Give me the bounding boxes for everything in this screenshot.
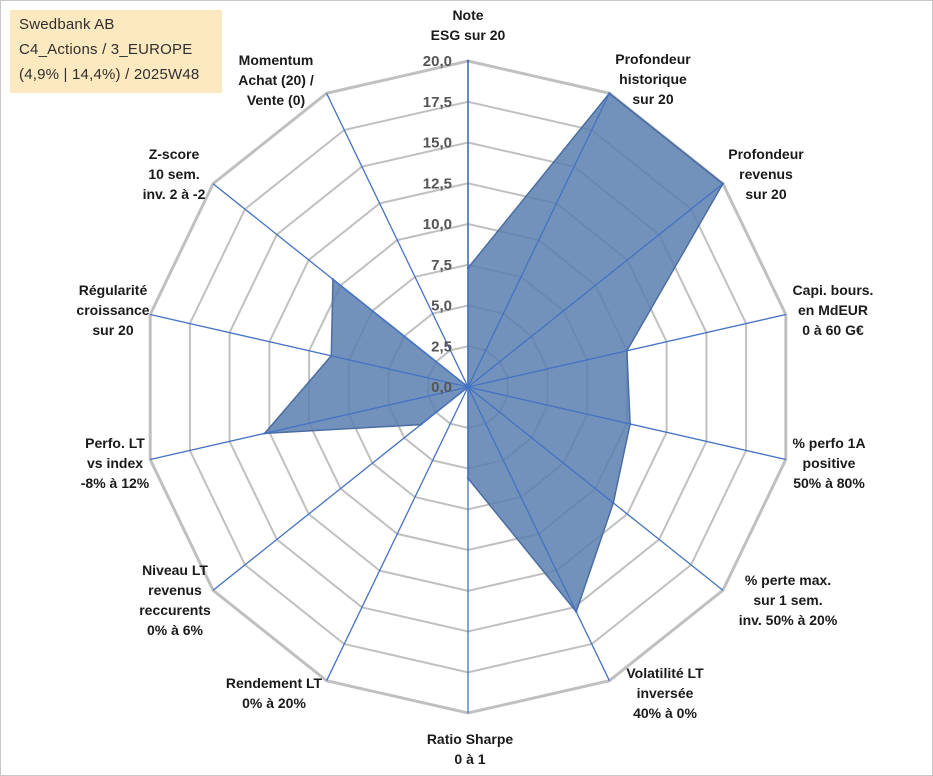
axis-label-10-line-2: -8% à 12% [81,475,150,491]
spoke-9 [212,386,469,591]
axis-label-4-line-1: positive [803,455,856,471]
axis-label-1: Profondeur historique sur 20 [615,51,691,107]
axis-label-1-line-0: Profondeur [615,51,691,67]
axis-label-3-line-1: en MdEUR [798,302,868,318]
spoke-6 [467,386,610,681]
axis-label-10-line-0: Perfo. LT [85,435,145,451]
axis-label-13-line-2: Vente (0) [247,92,305,108]
spoke-8 [326,386,469,681]
tick-label-3: 7,5 [431,257,452,274]
axis-label-3: Capi. bours. en MdEUR 0 à 60 G€ [793,282,874,338]
axis-label-11-line-1: croissance [76,302,149,318]
axis-label-1-line-2: sur 20 [632,91,673,107]
axis-label-7: Ratio Sharpe 0 à 1 [427,731,514,767]
title-category: C4_Actions / 3_EUROPE [19,41,193,58]
axis-label-10-line-1: vs index [87,455,143,471]
series-area-0 [262,61,724,614]
axis-label-6-line-0: Volatilité LT [626,665,704,681]
spoke-12 [212,183,469,388]
spoke-3 [467,313,786,388]
tick-label-7: 17,5 [423,94,452,111]
tick-label-0: 0,0 [431,379,452,396]
axis-label-9-line-3: 0% à 6% [147,622,204,638]
axis-label-12-line-1: 10 sem. [148,166,199,182]
axis-label-12: Z-score 10 sem. inv. 2 à -2 [143,146,206,202]
axis-label-0: Note ESG sur 20 [431,7,506,43]
axis-label-6: Volatilité LT inversée 40% à 0% [626,665,704,721]
axis-label-4-line-0: % perfo 1A [792,435,865,451]
axis-label-9: Niveau LT revenus reccurents 0% à 6% [139,562,211,638]
axis-label-8-line-0: Rendement LT [226,675,323,691]
axis-label-3-line-0: Capi. bours. [793,282,874,298]
spoke-10 [150,386,469,461]
axis-label-2-line-2: sur 20 [745,186,786,202]
tick-label-1: 2,5 [431,338,452,355]
axis-label-13: Momentum Achat (20) / Vente (0) [238,52,314,108]
axis-label-11-line-0: Régularité [79,282,148,298]
axis-label-11-line-2: sur 20 [92,322,133,338]
axis-label-2-line-0: Profondeur [728,146,804,162]
axis-label-5-line-2: inv. 50% à 20% [739,612,838,628]
axis-label-10: Perfo. LT vs index -8% à 12% [81,435,150,491]
title-company: Swedbank AB [19,16,115,33]
tick-label-2: 5,0 [431,298,452,315]
axis-label-7-line-0: Ratio Sharpe [427,731,514,747]
tick-label-6: 15,0 [423,135,452,152]
axis-label-9-line-2: reccurents [139,602,211,618]
axis-label-11: Régularité croissance sur 20 [76,282,149,338]
axis-label-9-line-1: revenus [148,582,202,598]
axis-label-6-line-1: inversée [637,685,694,701]
axis-label-4: % perfo 1A positive 50% à 80% [792,435,865,491]
axis-label-5-line-0: % perte max. [745,572,831,588]
axis-label-2: Profondeur revenus sur 20 [728,146,804,202]
axis-label-0-line-1: ESG sur 20 [431,27,506,43]
axis-label-9-line-0: Niveau LT [142,562,208,578]
axis-label-2-line-1: revenus [739,166,793,182]
spoke-2 [467,183,724,388]
axis-label-1-line-1: historique [619,71,687,87]
spoke-4 [467,386,786,461]
tick-label-5: 12,5 [423,175,452,192]
spoke-5 [467,386,724,591]
axis-label-12-line-0: Z-score [149,146,200,162]
tick-label-8: 20,0 [423,53,452,70]
title-stats: (4,9% | 14,4%) / 2025W48 [19,66,200,83]
axis-label-3-line-2: 0 à 60 G€ [802,322,864,338]
tick-label-4: 10,0 [423,216,452,233]
axis-label-12-line-2: inv. 2 à -2 [143,186,206,202]
axis-label-4-line-2: 50% à 80% [793,475,865,491]
axis-label-8-line-1: 0% à 20% [242,695,306,711]
title-box: Swedbank AB C4_Actions / 3_EUROPE (4,9% … [10,10,222,93]
axis-label-0-line-0: Note [452,7,483,23]
spoke-11 [150,313,469,388]
axis-label-13-line-0: Momentum [239,52,314,68]
spoke-1 [467,93,610,388]
axis-label-13-line-1: Achat (20) / [238,72,314,88]
axis-label-5-line-1: sur 1 sem. [753,592,822,608]
axis-label-5: % perte max. sur 1 sem. inv. 50% à 20% [739,572,838,628]
spoke-13 [326,93,469,388]
axis-label-7-line-1: 0 à 1 [454,751,485,767]
axis-label-6-line-2: 40% à 0% [633,705,697,721]
axis-label-8: Rendement LT 0% à 20% [226,675,323,711]
